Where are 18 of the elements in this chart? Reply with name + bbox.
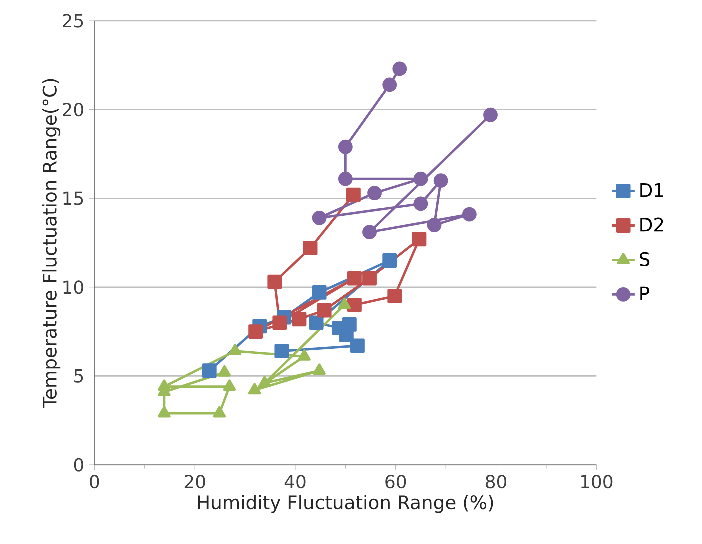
x-tick-label: 80	[486, 475, 507, 489]
y-axis-title: Temperature Fluctuation Range(°C)	[42, 79, 61, 408]
y-tick-label: 15	[64, 192, 84, 206]
legend-label: D1	[640, 184, 664, 198]
y-tick-label: 10	[64, 280, 84, 294]
x-tick-label: 0	[90, 475, 100, 489]
legend-label: P	[640, 286, 650, 300]
x-tick-label: 20	[184, 475, 206, 489]
y-tick-label: 5	[74, 370, 84, 383]
x-tick-label: 100	[581, 475, 613, 489]
x-tick-label: 40	[284, 475, 306, 489]
y-tick-label: 25	[63, 14, 84, 28]
y-tick-label: 20	[63, 102, 84, 117]
y-tick-label: 0	[74, 458, 84, 472]
x-tick-label: 60	[386, 475, 406, 489]
legend-label: S	[640, 252, 650, 266]
legend-label: D2	[640, 218, 664, 232]
x-axis-title: Humidity Fluctuation Range (%)	[198, 495, 494, 514]
